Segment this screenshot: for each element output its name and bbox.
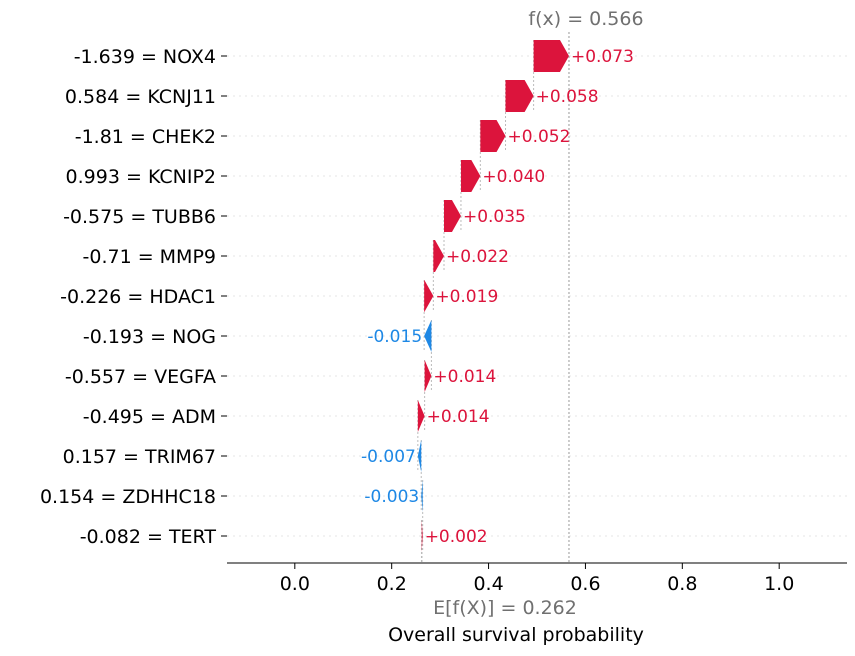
x-tick-label: 0.4 xyxy=(473,573,503,595)
contribution-label: +0.002 xyxy=(425,527,488,547)
row-gridlines xyxy=(227,55,847,537)
feature-label: 0.993 = KCNIP2 xyxy=(66,166,216,188)
x-tick-label: 0.0 xyxy=(280,573,310,595)
positive-bar xyxy=(424,280,434,312)
positive-bar xyxy=(460,160,481,192)
contribution-label: +0.035 xyxy=(463,207,526,227)
feature-label: -1.81 = CHEK2 xyxy=(75,126,216,148)
contribution-label: -0.007 xyxy=(361,447,416,467)
positive-bar xyxy=(433,240,444,272)
feature-label: -1.639 = NOX4 xyxy=(74,46,216,68)
contribution-label: +0.058 xyxy=(536,87,599,107)
feature-label: -0.226 = HDAC1 xyxy=(60,286,216,308)
waterfall-bars xyxy=(417,40,569,552)
contribution-labels: +0.073 +0.058 +0.052 +0.040 +0.035 +0.022 +0.0… xyxy=(361,47,634,547)
x-tick-label: 0.2 xyxy=(377,573,407,595)
feature-label: 0.154 = ZDHHC18 xyxy=(40,486,216,508)
contribution-label: -0.015 xyxy=(367,327,422,347)
contribution-label: +0.040 xyxy=(482,167,545,187)
feature-label: 0.584 = KCNJ11 xyxy=(65,86,216,108)
contribution-label: -0.003 xyxy=(364,487,419,507)
contribution-label: +0.022 xyxy=(446,247,509,267)
contribution-label: +0.052 xyxy=(508,127,571,147)
feature-label: -0.193 = NOG xyxy=(83,326,216,348)
x-axis: 0.0 0.2 0.4 0.6 0.8 1.0 xyxy=(227,562,847,595)
expected-value-label: E[f(X)] = 0.262 xyxy=(433,597,577,619)
feature-label: 0.157 = TRIM67 xyxy=(63,446,216,468)
negative-bar xyxy=(417,440,422,472)
feature-label: -0.082 = TERT xyxy=(80,526,217,548)
contribution-label: +0.014 xyxy=(433,367,496,387)
fx-label: f(x) = 0.566 xyxy=(528,8,643,30)
x-tick-label: 1.0 xyxy=(764,573,794,595)
negative-bar xyxy=(424,320,432,352)
feature-label: -0.557 = VEGFA xyxy=(65,366,216,388)
positive-bar xyxy=(424,360,432,392)
x-tick-label: 0.6 xyxy=(570,573,600,595)
positive-bar xyxy=(444,200,461,232)
contribution-label: +0.019 xyxy=(435,287,498,307)
positive-bar xyxy=(533,40,569,72)
x-axis-title: Overall survival probability xyxy=(388,624,644,646)
feature-label: -0.71 = MMP9 xyxy=(83,246,217,268)
positive-bar xyxy=(421,520,423,552)
feature-label: -0.495 = ADM xyxy=(83,406,216,428)
x-tick-label: 0.8 xyxy=(667,573,697,595)
negative-bar xyxy=(421,480,423,512)
feature-labels: -1.639 = NOX4 0.584 = KCNJ11 -1.81 = CHEK2… xyxy=(40,46,227,548)
positive-bar xyxy=(480,120,506,152)
contribution-label: +0.073 xyxy=(571,47,634,67)
positive-bar xyxy=(417,400,425,432)
feature-label: -0.575 = TUBB6 xyxy=(63,206,216,228)
positive-bar xyxy=(505,80,534,112)
contribution-label: +0.014 xyxy=(427,407,490,427)
